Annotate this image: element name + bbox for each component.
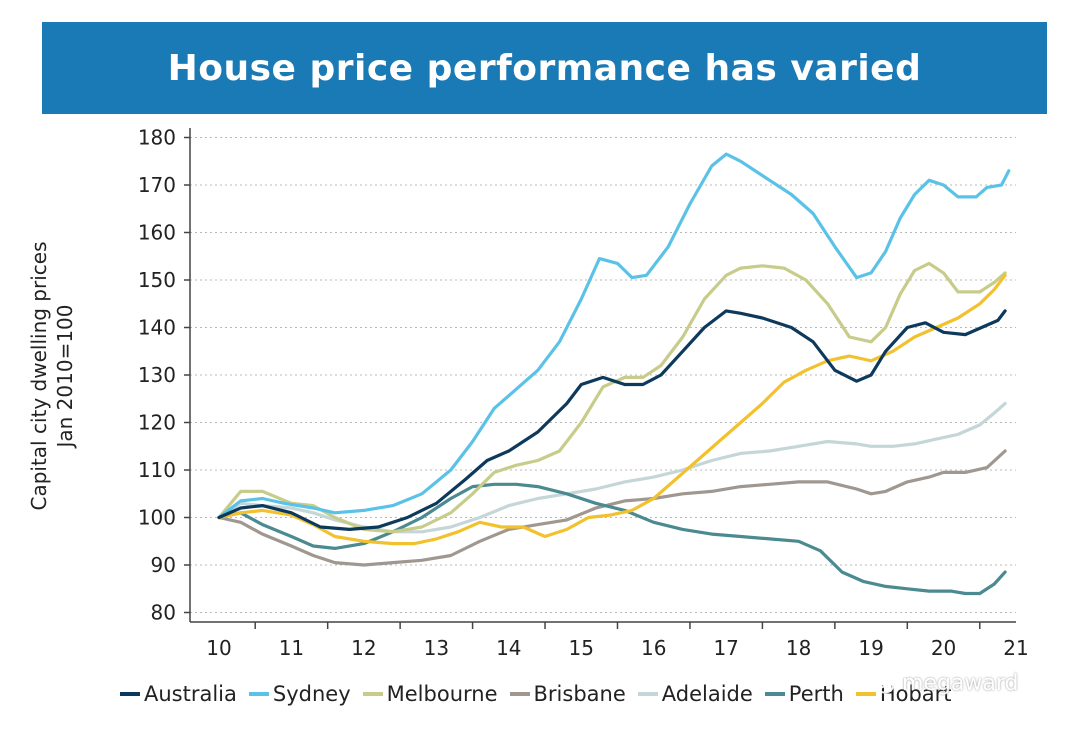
x-tick-label: 21: [1003, 636, 1028, 660]
title-banner: House price performance has varied: [42, 22, 1047, 114]
y-tick-label: 110: [138, 458, 176, 482]
x-tick-label: 15: [569, 636, 594, 660]
x-tick-label: 18: [786, 636, 811, 660]
series-line-brisbane: [217, 449, 1007, 567]
y-axis-label: Capital city dwelling prices Jan 2010=10…: [26, 206, 78, 546]
series-line-melbourne: [217, 261, 1007, 534]
y-axis-label-line-2: Jan 2010=100: [53, 304, 77, 448]
y-tick-label: 100: [138, 506, 176, 530]
x-tick-label: 20: [931, 636, 956, 660]
y-tick-label: 140: [138, 316, 176, 340]
x-tick-label: 10: [206, 636, 231, 660]
legend-label: Sydney: [272, 682, 351, 706]
wechat-icon: [867, 671, 894, 694]
legend-swatch: [509, 692, 530, 696]
series-line-perth: [217, 482, 1007, 596]
legend-item-adelaide: Adelaide: [637, 682, 753, 706]
y-tick-label: 170: [138, 173, 176, 197]
legend-item-sydney: Sydney: [248, 682, 351, 706]
x-tick-label: 19: [858, 636, 883, 660]
x-tick-label: 12: [351, 636, 376, 660]
legend-item-hobart: Hobart: [855, 682, 952, 706]
y-tick-label: 150: [138, 268, 176, 292]
y-tick-label: 160: [138, 221, 176, 245]
x-tick-label: 14: [496, 636, 521, 660]
legend-label: Brisbane: [533, 682, 626, 706]
y-tick-label: 120: [138, 411, 176, 435]
watermark-text: megaward: [902, 670, 1019, 696]
legend-swatch: [248, 692, 269, 696]
y-tick-label: 90: [151, 553, 176, 577]
legend-item-perth: Perth: [764, 682, 844, 706]
x-tick-label: 11: [279, 636, 304, 660]
series-line-hobart: [217, 273, 1007, 546]
x-tick-label: 16: [641, 636, 666, 660]
legend-label: Adelaide: [661, 682, 753, 706]
legend-swatch: [764, 692, 785, 696]
legend-item-brisbane: Brisbane: [509, 682, 626, 706]
y-axis-label-line-1: Capital city dwelling prices: [27, 241, 51, 511]
legend-label: Australia: [144, 682, 237, 706]
chart-title: House price performance has varied: [167, 47, 922, 89]
y-tick-label: 80: [151, 601, 176, 625]
x-tick-label: 13: [424, 636, 449, 660]
legend-label: Melbourne: [386, 682, 498, 706]
legend-item-melbourne: Melbourne: [362, 682, 498, 706]
legend-swatch: [120, 692, 140, 696]
x-tick-label: 17: [713, 636, 738, 660]
series-line-australia: [217, 309, 1007, 531]
watermark: megaward: [866, 668, 1019, 698]
legend-swatch: [362, 692, 383, 696]
y-tick-label: 130: [138, 363, 176, 387]
y-tick-label: 180: [138, 126, 176, 150]
legend-label: Hobart: [879, 682, 952, 706]
legend-label: Perth: [788, 682, 844, 706]
legend-swatch: [637, 692, 658, 696]
series-line-sydney: [217, 152, 1011, 520]
legend-item-australia: Australia: [120, 682, 237, 706]
chart-legend: Australia Sydney Melbourne Brisbane Adelaide…: [120, 680, 964, 708]
legend-swatch: [855, 692, 876, 696]
